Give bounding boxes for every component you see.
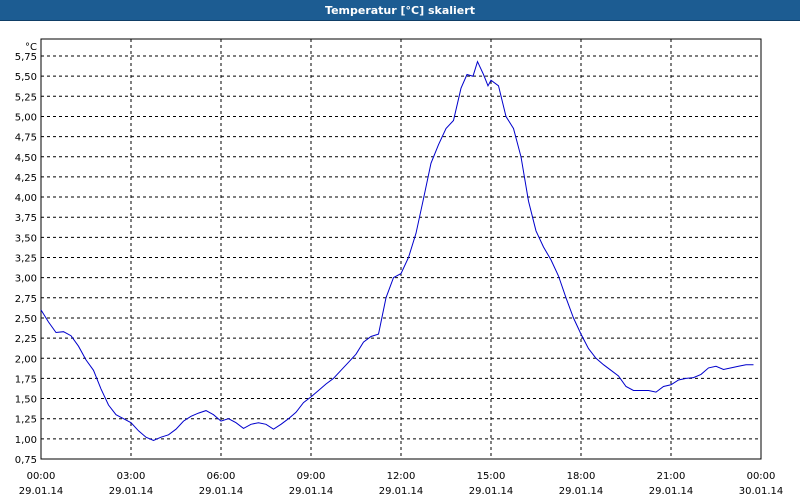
x-tick-date-label: 29.01.14 xyxy=(559,486,604,497)
x-tick-time-label: 15:00 xyxy=(477,471,506,482)
title-bar: Temperatur [°C] skaliert xyxy=(0,0,800,21)
y-tick-label: 5,50 xyxy=(15,72,37,83)
x-tick-date-label: 29.01.14 xyxy=(379,486,424,497)
x-tick-date-label: 29.01.14 xyxy=(19,486,64,497)
y-tick-label: 5,75 xyxy=(15,52,37,63)
x-tick-date-label: 29.01.14 xyxy=(469,486,514,497)
y-tick-label: 4,50 xyxy=(15,153,37,164)
x-tick-time-label: 12:00 xyxy=(387,471,416,482)
y-tick-label: 1,75 xyxy=(15,374,37,385)
y-tick-label: 2,25 xyxy=(15,334,37,345)
temperature-line-chart: 5,75 5,50 5,25 5,00 4,75 4,50 4,25 4,00 3,75 3,50… xyxy=(15,38,784,497)
y-tick-label: 3,75 xyxy=(15,213,37,224)
y-tick-label: 4,25 xyxy=(15,173,37,184)
x-tick-time-label: 09:00 xyxy=(297,471,326,482)
y-tick-label: 3,00 xyxy=(15,274,37,285)
y-tick-label: 3,25 xyxy=(15,254,37,265)
x-tick-time-label: 06:00 xyxy=(207,471,236,482)
y-axis-ticks: 5,75 5,50 5,25 5,00 4,75 4,50 4,25 4,00 3,75 3,50… xyxy=(15,52,37,466)
x-tick-date-label: 29.01.14 xyxy=(199,486,244,497)
y-axis-unit-label: °C xyxy=(25,42,37,53)
y-tick-label: 0,75 xyxy=(15,455,37,466)
temperature-series-line xyxy=(40,60,754,442)
y-tick-label: 5,25 xyxy=(15,92,37,103)
y-tick-label: 1,25 xyxy=(15,415,37,426)
y-tick-label: 5,00 xyxy=(15,112,37,123)
y-tick-label: 2,75 xyxy=(15,294,37,305)
y-tick-label: 4,75 xyxy=(15,133,37,144)
chart-title: Temperatur [°C] skaliert xyxy=(325,3,475,17)
y-tick-label: 1,00 xyxy=(15,435,37,446)
y-tick-label: 2,50 xyxy=(15,314,37,325)
x-tick-date-label: 29.01.14 xyxy=(109,486,154,497)
y-tick-label: 4,00 xyxy=(15,193,37,204)
y-tick-label: 3,50 xyxy=(15,233,37,244)
grid-lines xyxy=(41,39,761,459)
x-tick-date-label: 29.01.14 xyxy=(649,486,694,497)
x-tick-time-label: 03:00 xyxy=(117,471,146,482)
x-tick-date-label: 30.01.14 xyxy=(739,486,784,497)
x-axis-ticks: 00:00 29.01.14 03:00 29.01.14 06:00 29.01.14 0… xyxy=(19,471,784,497)
x-tick-time-label: 21:00 xyxy=(657,471,686,482)
y-tick-label: 1,50 xyxy=(15,395,37,406)
x-tick-time-label: 00:00 xyxy=(747,471,776,482)
x-tick-time-label: 18:00 xyxy=(567,471,596,482)
x-tick-date-label: 29.01.14 xyxy=(289,486,334,497)
x-tick-time-label: 00:00 xyxy=(27,471,56,482)
y-tick-label: 2,00 xyxy=(15,354,37,365)
